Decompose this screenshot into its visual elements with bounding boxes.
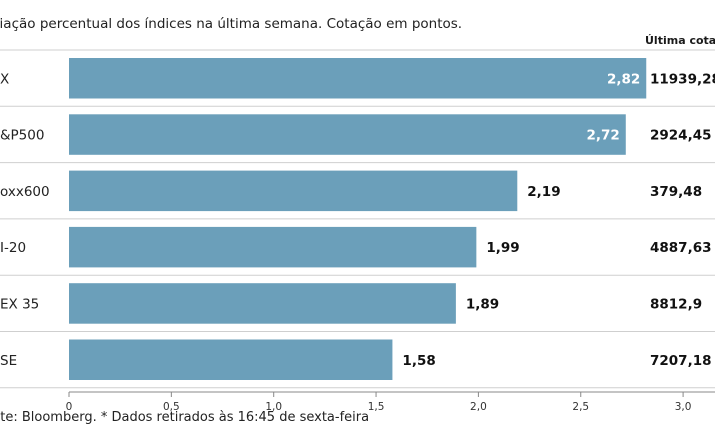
category-label-2: oxx600 <box>0 184 50 200</box>
value-label-3: 1,99 <box>486 240 519 256</box>
last-quote-3: 4887,63 <box>650 240 712 256</box>
chart-subtitle: riação percentual dos índices na última … <box>0 16 463 32</box>
x-tick-label-6: 3,0 <box>675 401 692 413</box>
value-label-1: 2,72 <box>586 128 619 144</box>
last-quote-header: Última cotaç <box>645 34 715 47</box>
x-tick-label-5: 2,5 <box>572 401 589 413</box>
bar-0 <box>69 58 647 99</box>
x-tick-label-4: 2,0 <box>470 401 487 413</box>
category-label-1: &P500 <box>0 128 44 144</box>
bar-3 <box>69 226 477 268</box>
x-tick-label-0: 0 <box>66 401 73 413</box>
category-label-4: EX 35 <box>0 296 39 312</box>
value-label-0: 2,82 <box>607 71 640 87</box>
last-quote-4: 8812,9 <box>650 296 702 312</box>
bar-4 <box>69 283 456 324</box>
bar-2 <box>69 170 518 212</box>
chart-footer-source: nte: Bloomberg. * Dados retirados às 16:… <box>0 410 370 425</box>
bar-1 <box>69 114 626 155</box>
category-label-0: X <box>0 71 9 87</box>
last-quote-1: 2924,45 <box>650 128 712 144</box>
x-tick-label-2: 1,0 <box>265 401 282 413</box>
category-label-5: SE <box>0 353 17 369</box>
last-quote-2: 379,48 <box>650 184 702 200</box>
value-label-5: 1,58 <box>402 353 435 369</box>
value-label-2: 2,19 <box>527 184 560 200</box>
value-label-4: 1,89 <box>466 296 499 312</box>
bar-5 <box>69 339 393 380</box>
x-tick-label-3: 1,5 <box>368 401 385 413</box>
x-tick-label-1: 0,5 <box>163 401 180 413</box>
last-quote-0: 11939,28 <box>650 71 715 87</box>
last-quote-5: 7207,18 <box>650 353 712 369</box>
category-label-3: I-20 <box>0 240 26 256</box>
